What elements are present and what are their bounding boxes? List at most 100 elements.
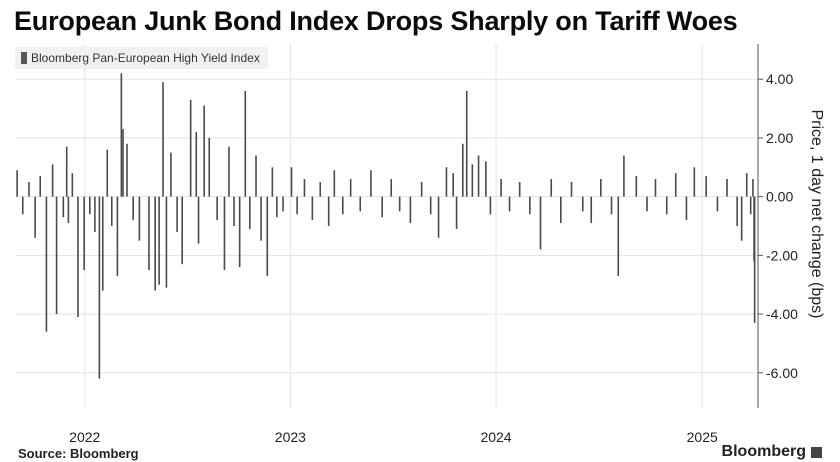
bar [465, 90, 468, 197]
x-tick-label: 2023 [275, 429, 306, 445]
bar [276, 196, 278, 218]
bar [529, 196, 531, 215]
bar [154, 196, 156, 291]
bar [319, 181, 322, 197]
bar [452, 173, 454, 197]
bar [16, 170, 18, 197]
bar [162, 82, 164, 197]
y-tick-label: 4.00 [766, 71, 793, 87]
bar [398, 196, 401, 212]
bar [539, 196, 542, 250]
brand-name: Bloomberg [721, 443, 806, 460]
bar [674, 173, 677, 197]
bar [654, 179, 657, 197]
bar [122, 129, 124, 197]
y-tick-label: 2.00 [766, 130, 793, 146]
bar [98, 196, 101, 379]
bar [94, 196, 96, 232]
bar [71, 173, 74, 197]
bar [429, 196, 432, 215]
bar [228, 146, 230, 197]
y-tick-label: 0.00 [766, 189, 793, 205]
bar [445, 167, 448, 197]
bar [390, 179, 393, 197]
bar [296, 196, 298, 215]
bar [120, 73, 123, 197]
bar [726, 179, 728, 197]
bar [705, 176, 707, 197]
bar [181, 196, 184, 265]
bar [518, 181, 521, 197]
bar [581, 196, 584, 212]
bar [370, 170, 372, 197]
brand-logo: Bloomberg [722, 443, 822, 461]
bar [437, 196, 440, 238]
bar [208, 137, 211, 197]
y-tick-label: -4.00 [766, 306, 798, 322]
bar [65, 146, 68, 197]
brand-mark-icon [811, 446, 822, 458]
bar [83, 196, 85, 271]
bar [716, 196, 719, 212]
legend-label: Bloomberg Pan-European High Yield Index [31, 51, 260, 65]
bar [333, 170, 336, 197]
bar [617, 196, 620, 276]
bar [303, 179, 306, 197]
bar [282, 196, 284, 212]
source-note: Source: Bloomberg [18, 446, 139, 461]
bar [148, 196, 150, 271]
bar [77, 196, 79, 317]
bar [126, 143, 128, 197]
bar [753, 196, 756, 323]
bar [39, 176, 42, 197]
bar [341, 196, 344, 215]
bar [461, 143, 464, 197]
bar [600, 179, 602, 197]
bar [116, 196, 119, 276]
bar [740, 196, 743, 241]
bar [271, 167, 274, 197]
bar [260, 196, 262, 241]
bar [110, 196, 113, 226]
bar [550, 179, 553, 197]
bar [685, 196, 688, 221]
bar [189, 99, 192, 197]
bar [570, 181, 573, 197]
bar [62, 196, 65, 218]
bar [477, 155, 480, 197]
bar [560, 196, 562, 224]
bar [89, 196, 91, 215]
bar [106, 149, 109, 197]
bar [455, 196, 458, 229]
legend: Bloomberg Pan-European High Yield Index [15, 47, 268, 69]
bar [255, 155, 257, 197]
chart-title: European Junk Bond Index Drops Sharply o… [14, 6, 738, 36]
bar [197, 196, 200, 244]
bar [359, 196, 362, 212]
bar [693, 167, 696, 197]
bar [45, 196, 48, 332]
y-axis-label: Price, 1 day net change (bps) [808, 109, 825, 318]
bar [203, 105, 205, 197]
bar [101, 196, 104, 291]
x-tick-label: 2022 [69, 429, 100, 445]
bar [28, 181, 30, 197]
bar [132, 196, 134, 221]
bar [381, 196, 384, 218]
bar [290, 167, 293, 197]
bar [21, 196, 24, 215]
bar [138, 196, 141, 241]
bar [51, 164, 54, 197]
bar [223, 196, 226, 271]
bar [590, 196, 593, 224]
bar [420, 181, 423, 197]
y-tick-label: -2.00 [766, 247, 798, 263]
bar [508, 196, 511, 212]
bar [665, 196, 668, 215]
bar [489, 196, 492, 215]
bar [311, 196, 314, 221]
bar [409, 196, 412, 224]
legend-swatch [21, 52, 27, 64]
bar [349, 179, 352, 197]
